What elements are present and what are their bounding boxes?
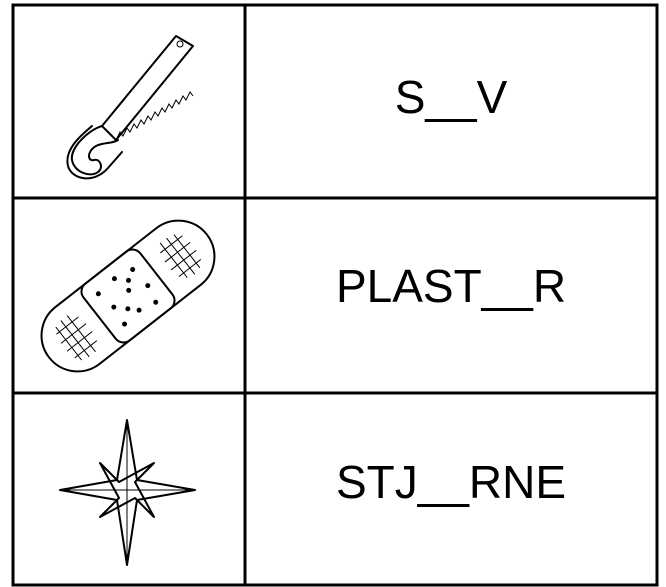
- table-grid: [11, 3, 659, 587]
- word: S__V: [395, 71, 508, 123]
- star-icon: [59, 419, 196, 566]
- word: STJ__RNE: [336, 456, 566, 508]
- word: PLAST__R: [336, 260, 566, 312]
- saw-icon: [66, 35, 194, 180]
- plaster-icon: [40, 219, 216, 373]
